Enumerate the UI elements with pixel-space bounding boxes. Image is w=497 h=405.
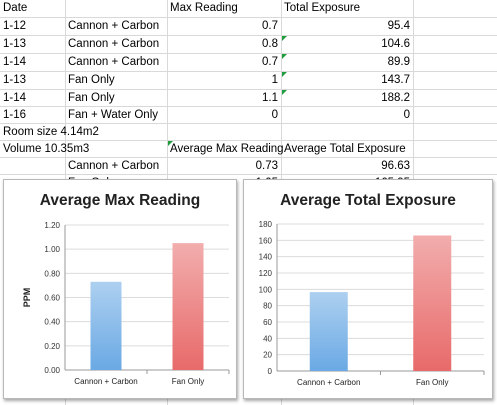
- x-tick-label: Fan Only: [416, 378, 448, 387]
- row-1-max[interactable]: 0.7: [262, 20, 278, 32]
- y-tick-label: 140: [259, 253, 273, 262]
- room-size-cell[interactable]: Room size 4.14m2: [3, 126, 99, 138]
- row-6-max[interactable]: 0: [271, 109, 278, 121]
- chart-title: Average Total Exposure: [280, 192, 456, 209]
- row-2-date[interactable]: 1-13: [3, 38, 27, 50]
- y-tick-label: 20: [263, 351, 272, 360]
- avg-1-max[interactable]: 0.73: [255, 160, 278, 172]
- y-tick-label: 100: [259, 285, 273, 294]
- avg-total-exposure-chart[interactable]: Average Total Exposure 0 20 40 60 80 100 120 14…: [243, 179, 493, 399]
- row-3-total[interactable]: 89.9: [387, 56, 410, 68]
- bar-fan-only[interactable]: [413, 235, 452, 371]
- header-max-reading[interactable]: Max Reading: [170, 2, 238, 14]
- row-6-setup[interactable]: Fan + Water Only: [68, 109, 159, 121]
- y-tick-label: 0.20: [44, 342, 60, 351]
- avg-1-total[interactable]: 96.63: [381, 160, 410, 172]
- row-5-max[interactable]: 1.1: [262, 92, 278, 104]
- row-4-total[interactable]: 143.7: [381, 74, 410, 86]
- x-tick-label: Cannon + Carbon: [297, 378, 360, 387]
- error-flag-icon: [282, 90, 287, 95]
- y-tick-label: 40: [263, 334, 272, 343]
- header-total-exposure[interactable]: Total Exposure: [284, 2, 361, 14]
- row-2-total[interactable]: 104.6: [381, 38, 410, 50]
- bar-fan-only[interactable]: [172, 243, 204, 370]
- row-5-date[interactable]: 1-14: [3, 92, 27, 104]
- row-4-date[interactable]: 1-13: [3, 74, 27, 86]
- avg-max-reading-chart[interactable]: Average Max Reading 0.00 0.20 0.40 0.60 0.80…: [3, 179, 237, 399]
- bar-cannon-carbon[interactable]: [90, 281, 122, 370]
- row-6-total[interactable]: 0: [403, 109, 410, 121]
- y-tick-label: 0: [268, 367, 273, 376]
- y-tick-label: 180: [259, 220, 273, 229]
- row-6-date[interactable]: 1-16: [3, 109, 27, 121]
- y-tick-label: 1.00: [44, 245, 60, 254]
- row-2-max[interactable]: 0.8: [262, 38, 278, 50]
- y-tick-label: 0.00: [44, 366, 60, 375]
- row-4-max[interactable]: 1: [271, 74, 278, 86]
- bar-cannon-carbon[interactable]: [309, 292, 348, 371]
- chart-title: Average Max Reading: [39, 192, 201, 209]
- y-tick-label: 1.20: [44, 221, 60, 230]
- row-1-total[interactable]: 95.4: [387, 20, 410, 32]
- y-tick-label: 120: [259, 269, 273, 278]
- row-3-setup[interactable]: Cannon + Carbon: [68, 56, 160, 68]
- x-tick-label: Fan Only: [172, 377, 204, 386]
- y-tick-label: 0.60: [44, 294, 60, 303]
- avg-1-setup[interactable]: Cannon + Carbon: [68, 160, 160, 172]
- x-tick-label: Cannon + Carbon: [74, 377, 137, 386]
- chart-plot-area: 0.00 0.20 0.40 0.60 0.80 1.00 1.20 Cannon + Car…: [22, 221, 230, 386]
- avg-total-header[interactable]: Average Total Exposure: [284, 143, 406, 155]
- y-tick-label: 80: [263, 302, 272, 311]
- y-tick-label: 60: [263, 318, 272, 327]
- y-axis-label: PPM: [22, 288, 32, 308]
- y-tick-label: 0.80: [44, 269, 60, 278]
- y-tick-label: 160: [259, 236, 273, 245]
- error-flag-icon: [282, 36, 287, 41]
- y-tick-label: 0.40: [44, 318, 60, 327]
- chart-plot-area: 0 20 40 60 80 100 120 140 160 180 Cannon + Carbon F…: [259, 220, 485, 387]
- row-2-setup[interactable]: Cannon + Carbon: [68, 38, 160, 50]
- header-date[interactable]: Date: [3, 2, 28, 14]
- row-5-total[interactable]: 188.2: [381, 92, 410, 104]
- volume-cell[interactable]: Volume 10.35m3: [3, 143, 90, 155]
- error-flag-icon: [282, 72, 287, 77]
- row-3-date[interactable]: 1-14: [3, 56, 27, 68]
- avg-max-header[interactable]: Average Max Reading: [170, 143, 284, 155]
- row-5-setup[interactable]: Fan Only: [68, 92, 115, 104]
- row-1-date[interactable]: 1-12: [3, 20, 27, 32]
- error-flag-icon: [282, 54, 287, 59]
- error-flag-icon: [168, 141, 173, 146]
- row-1-setup[interactable]: Cannon + Carbon: [68, 20, 160, 32]
- row-4-setup[interactable]: Fan Only: [68, 74, 115, 86]
- row-3-max[interactable]: 0.7: [262, 56, 278, 68]
